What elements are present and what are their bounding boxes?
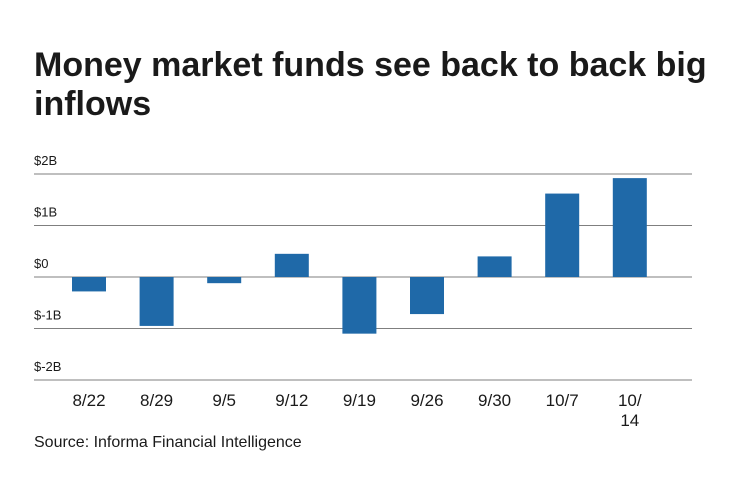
y-tick-label: $1B xyxy=(34,205,57,220)
y-axis-tick-labels: $2B $1B $0 $-1B $-2B xyxy=(34,153,61,374)
x-tick-label: 9/12 xyxy=(275,391,308,410)
y-tick-label: $2B xyxy=(34,153,57,168)
x-tick-label: 8/29 xyxy=(140,391,173,410)
bar xyxy=(207,277,242,284)
bar xyxy=(477,256,512,277)
chart-title: Money market funds see back to back big … xyxy=(34,46,707,123)
bar xyxy=(545,193,580,277)
y-tick-label: $-1B xyxy=(34,308,61,323)
bar xyxy=(274,253,309,277)
bar xyxy=(139,277,174,326)
bar xyxy=(612,178,647,277)
bars xyxy=(72,178,647,334)
y-tick-label: $-2B xyxy=(34,359,61,374)
bar xyxy=(342,277,377,334)
x-tick-label: 9/5 xyxy=(212,391,236,410)
x-axis-tick-labels: 8/22 8/29 9/5 9/12 9/19 9/26 9/30 10/7 10/14 xyxy=(72,391,641,430)
x-tick-label: 9/30 xyxy=(478,391,511,410)
x-tick-label: 9/19 xyxy=(343,391,376,410)
y-tick-label: $0 xyxy=(34,256,48,271)
x-tick-label: 8/22 xyxy=(72,391,105,410)
bar xyxy=(410,277,444,315)
bar xyxy=(72,277,106,292)
x-tick-label: 10/7 xyxy=(546,391,579,410)
x-tick-label: 10/14 xyxy=(618,391,642,430)
x-tick-label: 9/26 xyxy=(410,391,443,410)
source-note: Source: Informa Financial Intelligence xyxy=(34,434,302,451)
